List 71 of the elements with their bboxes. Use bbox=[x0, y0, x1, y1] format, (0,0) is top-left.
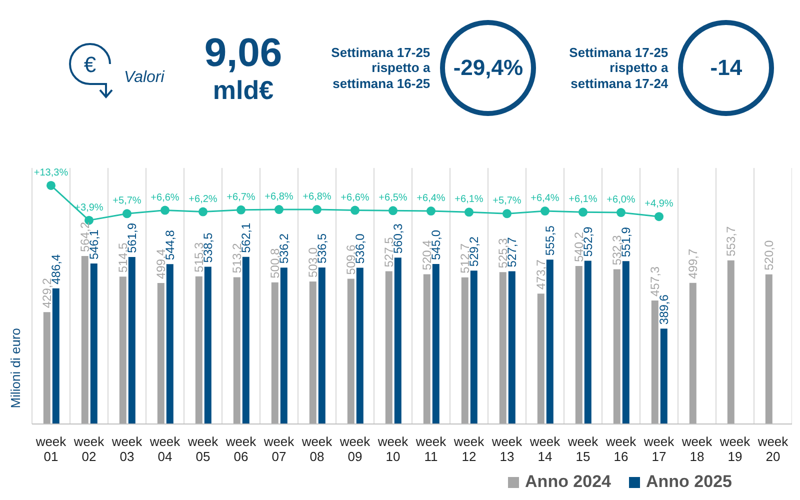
x-tick-label: week 15 bbox=[566, 434, 599, 464]
data-label: 429,2 bbox=[40, 278, 54, 308]
point bbox=[616, 208, 626, 218]
data-label: +6,6% bbox=[340, 192, 370, 204]
data-label: +6,4% bbox=[530, 193, 560, 204]
legend-label: Anno 2024 bbox=[524, 472, 612, 492]
text: -14 bbox=[678, 20, 774, 116]
text: Valori bbox=[124, 69, 164, 87]
x-tick-label: week 10 bbox=[376, 434, 409, 464]
data-label: 473,7 bbox=[534, 259, 548, 290]
data-label: +6,4% bbox=[416, 193, 446, 204]
data-label: +6,5% bbox=[378, 192, 408, 204]
text: mld€ bbox=[212, 75, 275, 105]
x-tick-label: week 01 bbox=[34, 434, 67, 464]
x-tick-label: week 11 bbox=[414, 434, 447, 464]
x-tick-label: week 02 bbox=[72, 434, 105, 464]
point bbox=[274, 205, 284, 214]
data-label: +4,9% bbox=[644, 198, 674, 210]
x-tick-label: week 14 bbox=[528, 434, 561, 464]
x-tick-label: week 06 bbox=[224, 434, 257, 464]
data-label: 457,3 bbox=[648, 266, 662, 296]
x-tick-label: week 07 bbox=[262, 434, 295, 464]
point bbox=[122, 209, 132, 218]
data-label: +6,1% bbox=[568, 194, 598, 206]
point bbox=[502, 209, 512, 218]
point bbox=[578, 208, 588, 217]
point bbox=[312, 205, 322, 214]
text: -29,4% bbox=[440, 20, 536, 116]
x-tick-label: week 13 bbox=[490, 434, 523, 464]
x-tick-label: week 20 bbox=[756, 434, 789, 464]
x-tick-label: week 17 bbox=[642, 434, 675, 464]
point bbox=[540, 206, 550, 216]
data-label: +5,7% bbox=[492, 196, 522, 207]
text: 9,06 bbox=[204, 31, 282, 75]
data-label: +6,2% bbox=[188, 194, 218, 205]
point bbox=[388, 206, 398, 216]
x-tick-label: week 12 bbox=[452, 434, 485, 464]
point bbox=[426, 206, 436, 216]
data-label: +6,8% bbox=[264, 192, 294, 203]
data-label: +6,8% bbox=[302, 192, 332, 203]
data-label: 553,7 bbox=[724, 226, 738, 256]
x-tick-label: week 16 bbox=[604, 434, 637, 464]
x-tick-label: week 04 bbox=[148, 434, 181, 464]
x-tick-label: week 08 bbox=[300, 434, 333, 464]
x-tick-label: week 18 bbox=[680, 434, 713, 464]
data-label: 499,7 bbox=[686, 248, 700, 279]
data-label: +6,7% bbox=[226, 192, 256, 203]
text: Settimana 17-25 rispetto a settimana 17-24 bbox=[568, 44, 668, 92]
point bbox=[236, 205, 246, 214]
data-label: +3,9% bbox=[74, 202, 104, 214]
x-tick-label: week 09 bbox=[338, 434, 371, 464]
x-tick-label: week 19 bbox=[718, 434, 751, 464]
y-axis-title: Milioni di euro bbox=[8, 328, 23, 408]
data-label: 555,5 bbox=[542, 225, 557, 256]
text: Settimana 17-25 rispetto a settimana 16-25 bbox=[330, 44, 430, 92]
data-label: +13,3% bbox=[34, 167, 68, 178]
point bbox=[350, 206, 360, 215]
data-label: +6,6% bbox=[150, 192, 180, 204]
data-label: 389,6 bbox=[656, 294, 671, 325]
legend-label: Anno 2025 bbox=[645, 472, 732, 492]
point bbox=[464, 208, 474, 217]
point bbox=[46, 180, 56, 190]
x-tick-label: week 03 bbox=[110, 434, 143, 464]
data-label: +5,7% bbox=[112, 196, 142, 207]
point bbox=[160, 206, 170, 215]
point bbox=[654, 212, 664, 222]
data-label: +6,0% bbox=[606, 194, 636, 206]
x-tick-label: week 05 bbox=[186, 434, 219, 464]
data-label: +6,1% bbox=[454, 194, 484, 206]
point bbox=[198, 207, 208, 216]
data-label: 520,0 bbox=[762, 240, 776, 270]
